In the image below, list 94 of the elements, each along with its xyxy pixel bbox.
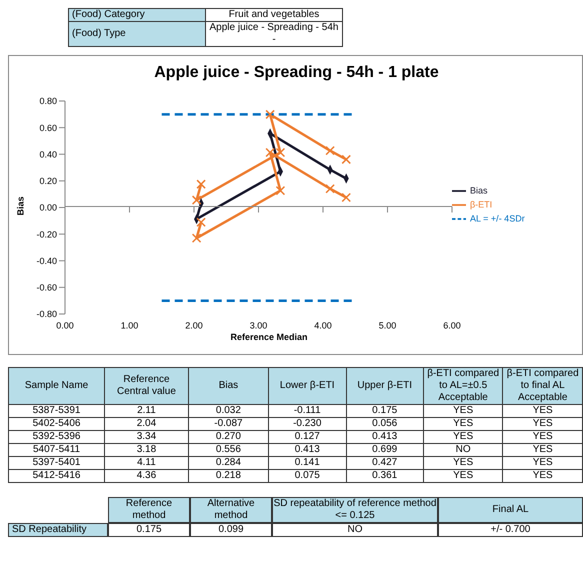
text: Sample Name xyxy=(8,368,105,404)
text: 0.099 xyxy=(190,523,272,537)
text: 0.127 xyxy=(268,430,346,444)
text: 0.361 xyxy=(346,470,424,482)
text: 5402-5406 xyxy=(8,418,105,430)
point xyxy=(265,110,275,120)
y-tick-label: -0.20 xyxy=(36,229,57,240)
x-tick-label: 5.00 xyxy=(378,320,396,330)
text: -0.087 xyxy=(188,418,269,430)
y-tick-label: -0.60 xyxy=(36,282,57,293)
text: 0.141 xyxy=(268,456,346,470)
point xyxy=(196,218,206,228)
text: YES xyxy=(502,430,582,444)
text: (Food) Type xyxy=(68,22,206,46)
y-tick-label: 0.60 xyxy=(39,122,57,133)
y-tick-label: 0.40 xyxy=(39,149,57,160)
text: YES xyxy=(502,418,582,430)
text: 3.18 xyxy=(104,444,188,456)
text: Reference Central value xyxy=(104,368,188,404)
point xyxy=(276,186,286,196)
point xyxy=(341,154,351,164)
text: YES xyxy=(423,470,503,482)
text: YES xyxy=(423,404,503,418)
text: YES xyxy=(502,404,582,418)
x-axis-title: Reference Median xyxy=(229,332,309,342)
point xyxy=(196,179,206,189)
text: Reference method xyxy=(108,497,190,523)
point xyxy=(192,233,202,243)
text: YES xyxy=(423,456,503,470)
text: 5392-5396 xyxy=(8,430,105,444)
text: 0.218 xyxy=(188,470,269,482)
text: NO xyxy=(272,523,438,537)
x-tick-label: 6.00 xyxy=(443,320,461,330)
text: Fruit and vegetables xyxy=(206,8,342,22)
text: 0.413 xyxy=(268,444,346,456)
text: Apple juice - Spreading - 54h - xyxy=(206,22,342,46)
text: 0.556 xyxy=(188,444,269,456)
text: 4.11 xyxy=(104,456,188,470)
text: β-ETI compared to AL=±0.5 Acceptable xyxy=(423,368,503,404)
text: 0.032 xyxy=(188,404,269,418)
text: 0.056 xyxy=(346,418,424,430)
chart-title: Apple juice - Spreading - 54h - 1 plate xyxy=(153,64,440,82)
x-tick-label: 2.00 xyxy=(185,320,203,330)
point xyxy=(341,192,351,202)
text: +/- 0.700 xyxy=(438,523,583,537)
y-axis-title: Bias xyxy=(16,196,26,216)
text: Lower β-ETI xyxy=(268,368,346,404)
text: -0.111 xyxy=(268,404,346,418)
text: 5387-5391 xyxy=(8,404,105,418)
x-tick-label: 0.00 xyxy=(56,320,74,330)
text: YES xyxy=(423,430,503,444)
y-tick-label: 0.20 xyxy=(39,176,57,186)
text: Bias xyxy=(188,368,269,404)
text: YES xyxy=(502,470,582,482)
text: Alternative method xyxy=(190,497,272,523)
text: 3.34 xyxy=(104,430,188,444)
text: 5412-5416 xyxy=(8,470,105,482)
text: NO xyxy=(423,444,503,456)
point xyxy=(325,184,335,194)
text: 5397-5401 xyxy=(8,456,105,470)
text: 0.427 xyxy=(346,456,424,470)
text: (Food) Category xyxy=(68,8,206,22)
text: β-ETI compared to final AL Acceptable xyxy=(502,368,582,404)
x-tick-label: 1.00 xyxy=(120,320,138,330)
x-tick-label: 4.00 xyxy=(314,320,332,330)
text: -0.230 xyxy=(268,418,346,430)
text: 0.284 xyxy=(188,456,269,470)
text: Final AL xyxy=(438,497,583,523)
y-tick-label: 0.00 xyxy=(39,202,57,213)
y-tick-label: -0.80 xyxy=(36,309,57,320)
text: 0.175 xyxy=(108,523,190,537)
text: SD Repeatability xyxy=(8,523,108,537)
point xyxy=(325,146,335,156)
text: 0.699 xyxy=(346,444,424,456)
legend-label: Bias xyxy=(470,185,488,196)
point xyxy=(192,195,202,205)
text: YES xyxy=(423,418,503,430)
x-tick-label: 3.00 xyxy=(250,320,268,330)
text: 2.04 xyxy=(104,418,188,430)
y-tick-label: 0.80 xyxy=(39,96,57,106)
text: YES xyxy=(502,456,582,470)
text: Upper β-ETI xyxy=(346,368,424,404)
text: 0.270 xyxy=(188,430,269,444)
text: YES xyxy=(502,444,582,456)
text: 4.36 xyxy=(104,470,188,482)
text: 0.075 xyxy=(268,470,346,482)
y-tick-label: -0.40 xyxy=(36,256,57,266)
text: 0.413 xyxy=(346,430,424,444)
legend-label: β-ETI xyxy=(470,199,492,210)
text: SD repeatability of reference method <= 0.125 xyxy=(272,497,438,523)
text: 5407-5411 xyxy=(8,444,105,456)
text: 0.175 xyxy=(346,404,424,418)
legend-label: AL = +/- 4SDr xyxy=(470,213,525,224)
text: 2.11 xyxy=(104,404,188,418)
